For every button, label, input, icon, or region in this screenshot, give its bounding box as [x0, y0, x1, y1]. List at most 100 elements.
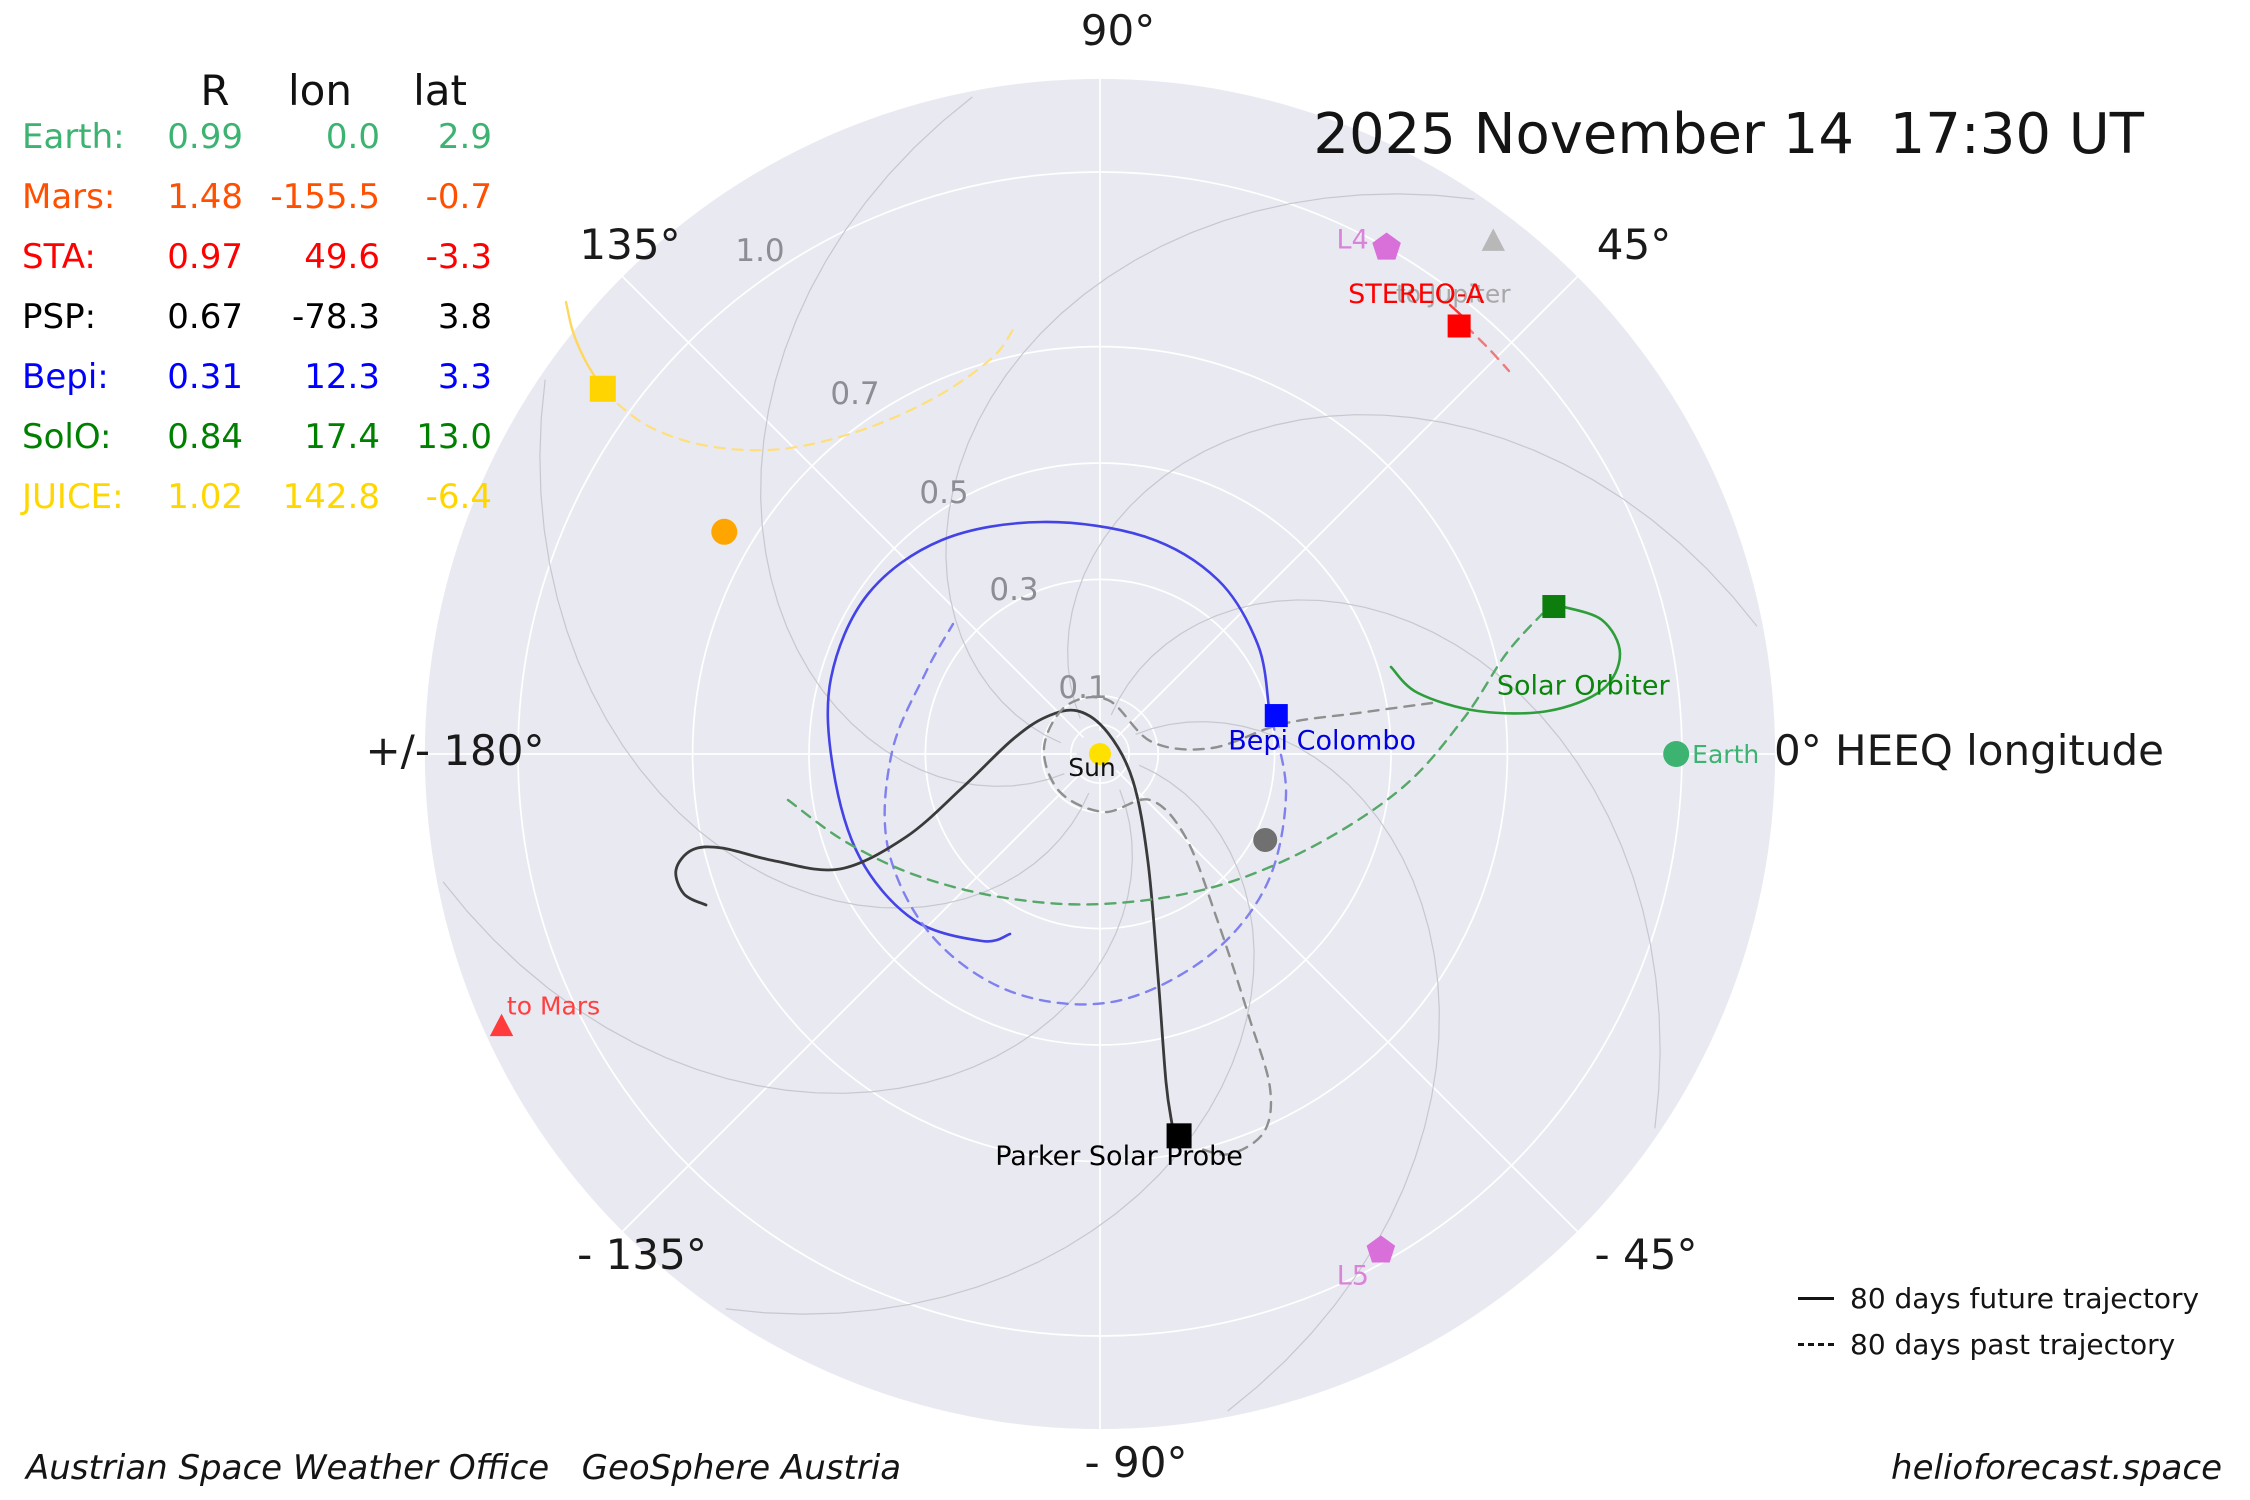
angular-axis-label: - 90°	[1085, 1438, 1188, 1487]
radial-axis-label: 0.7	[830, 376, 879, 412]
stereo-a-past-trajectory	[1464, 324, 1511, 373]
value-R: 0.97	[167, 237, 243, 277]
stereo-a-marker	[1447, 314, 1471, 338]
parker-spiral-line	[725, 764, 1255, 1315]
value-lon: 0.0	[325, 117, 380, 157]
value-lat: 13.0	[416, 417, 492, 457]
body-name: STA:	[22, 237, 96, 277]
psp-past-trajectory	[1042, 695, 1434, 1156]
angular-axis-label: 45°	[1597, 220, 1671, 269]
angular-axis-label: 135°	[579, 220, 680, 269]
table-header-R: R	[200, 66, 230, 115]
stereo-a-label: STEREO-A	[1348, 279, 1485, 310]
earth-marker	[1663, 741, 1690, 767]
solid-line-icon	[1798, 1296, 1834, 1300]
value-lat: 3.8	[437, 297, 492, 337]
solo-past-trajectory	[786, 612, 1544, 906]
l5-label: L5	[1337, 1260, 1369, 1291]
value-lon: -155.5	[270, 177, 380, 217]
l4-marker	[1372, 232, 1401, 260]
table-row-sta: STA: 0.97 49.6 -3.3	[0, 235, 520, 279]
l4-label: L4	[1336, 224, 1368, 255]
bepi-colombo-marker	[1264, 704, 1288, 728]
body-name: SolO:	[22, 417, 112, 457]
to-mars-marker	[489, 1013, 514, 1037]
page-title: 2025 November 14 17:30 UT	[1313, 102, 2144, 167]
value-lat: -3.3	[425, 237, 492, 277]
radial-axis-label: 0.1	[1058, 670, 1107, 706]
credit-left: Austrian Space Weather Office GeoSphere …	[26, 1448, 902, 1488]
radial-axis-label: 1.0	[735, 233, 784, 269]
stereo-a-future-trajectory	[1448, 303, 1463, 317]
to-jupiter-label: to Jupiter	[1396, 279, 1511, 308]
parker-spiral-line	[945, 193, 1475, 744]
body-name: Mars:	[22, 177, 116, 217]
sun-marker	[1089, 743, 1111, 765]
angular-axis-label: +/- 180°	[365, 726, 544, 775]
body-name: JUICE:	[22, 477, 124, 517]
bepi-colombo-label: Bepi Colombo	[1228, 726, 1416, 757]
sun-label: Sun	[1068, 753, 1116, 782]
mercury-marker	[1253, 827, 1278, 852]
value-lon: 12.3	[304, 357, 380, 397]
solar-orbiter-label: Solar Orbiter	[1497, 671, 1671, 702]
legend-item-past: 80 days past trajectory	[1798, 1327, 2175, 1361]
value-lat: 2.9	[437, 117, 492, 157]
value-lon: 142.8	[282, 477, 380, 517]
solar-orbiter-marker	[1542, 595, 1566, 619]
legend-label-future: 80 days future trajectory	[1850, 1281, 2200, 1315]
table-row-bepi: Bepi: 0.31 12.3 3.3	[0, 355, 520, 399]
bepi-future-trajectory	[826, 520, 1271, 943]
angular-axis-label: 90°	[1081, 6, 1155, 55]
value-lon: 17.4	[304, 417, 380, 457]
angular-gridline	[1115, 769, 1578, 1232]
legend-item-future: 80 days future trajectory	[1798, 1281, 2199, 1315]
solo-future-trajectory	[1389, 604, 1622, 715]
juice-past-trajectory	[602, 326, 1016, 452]
legend-label-past: 80 days past trajectory	[1850, 1327, 2176, 1361]
parker-spiral-line	[1110, 599, 1661, 1129]
body-name: PSP:	[22, 297, 97, 337]
parker-spiral-line	[1067, 414, 1758, 719]
radial-axis-label: 0.5	[919, 475, 968, 511]
angular-axis-label: - 45°	[1595, 1230, 1698, 1279]
table-row-juice: JUICE: 1.02 142.8 -6.4	[0, 475, 520, 519]
bepi-past-trajectory	[883, 622, 1288, 1006]
value-R: 0.31	[167, 357, 243, 397]
dashed-line-icon	[1798, 1342, 1834, 1346]
value-lat: 3.3	[437, 357, 492, 397]
value-R: 1.02	[167, 477, 243, 517]
parker-solar-probe-label: Parker Solar Probe	[995, 1141, 1243, 1172]
value-lat: -6.4	[425, 477, 492, 517]
angular-gridline	[1115, 276, 1578, 739]
to-jupiter-marker	[1481, 228, 1505, 251]
table-row-mars: Mars: 1.48 -155.5 -0.7	[0, 175, 520, 219]
body-name: Earth:	[22, 117, 125, 157]
juice-future-trajectory	[564, 300, 601, 385]
to-mars-label: to Mars	[507, 992, 600, 1021]
value-lon: 49.6	[304, 237, 380, 277]
value-R: 1.48	[167, 177, 243, 217]
psp-future-trajectory	[674, 708, 1174, 1126]
value-lon: -78.3	[292, 297, 380, 337]
value-R: 0.99	[167, 117, 243, 157]
table-row-solo: SolO: 0.84 17.4 13.0	[0, 415, 520, 459]
table-row-psp: PSP: 0.67 -78.3 3.8	[0, 295, 520, 339]
value-R: 0.84	[167, 417, 243, 457]
body-name: Bepi:	[22, 357, 109, 397]
earth-label: Earth	[1692, 740, 1759, 769]
parker-solar-probe-marker	[1166, 1123, 1192, 1149]
angular-gridline	[622, 276, 1085, 739]
credit-right: helioforecast.space	[1891, 1448, 2222, 1488]
value-R: 0.67	[167, 297, 243, 337]
parker-spiral-line	[442, 789, 1133, 1094]
parker-spiral-line	[760, 96, 1065, 787]
l5-marker	[1366, 1235, 1396, 1263]
juice-marker	[589, 375, 616, 402]
table-row-earth: Earth: 0.99 0.0 2.9	[0, 115, 520, 159]
angular-axis-label: 0° HEEQ longitude	[1774, 726, 2164, 775]
table-header-lat: lat	[413, 66, 467, 115]
